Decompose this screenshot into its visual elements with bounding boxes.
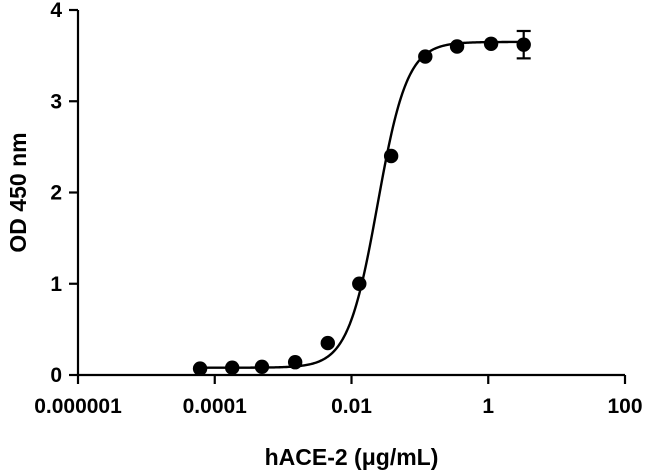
x-tick-label: 0.01 [331,395,372,418]
y-tick-label: 3 [50,90,62,113]
data-points [192,29,531,376]
y-tick-label: 2 [50,182,62,205]
data-point [287,355,303,370]
x-axis-title: hACE-2 (μg/mL) [265,444,439,470]
data-point [449,39,465,54]
y-axis-title: OD 450 nm [5,132,31,252]
data-point [483,36,499,51]
y-ticks: 0 1 2 3 4 [50,0,78,387]
data-point [254,359,270,374]
data-point [225,360,240,375]
y-tick-label: 4 [50,0,62,22]
data-point [320,335,335,351]
x-tick-label: 100 [607,395,642,418]
y-tick-label: 1 [50,273,62,296]
x-tick-label: 1 [482,395,494,418]
y-tick-label: 0 [50,364,62,387]
data-point [192,361,208,376]
data-point [352,276,367,291]
data-point [516,37,531,52]
x-tick-label: 0.000001 [34,395,122,418]
fit-curve [200,40,524,369]
x-tick-label: 0.0001 [183,395,248,418]
data-point [383,148,399,164]
x-ticks: 0.000001 0.0001 0.01 1 100 [34,375,643,418]
data-point [418,49,433,64]
